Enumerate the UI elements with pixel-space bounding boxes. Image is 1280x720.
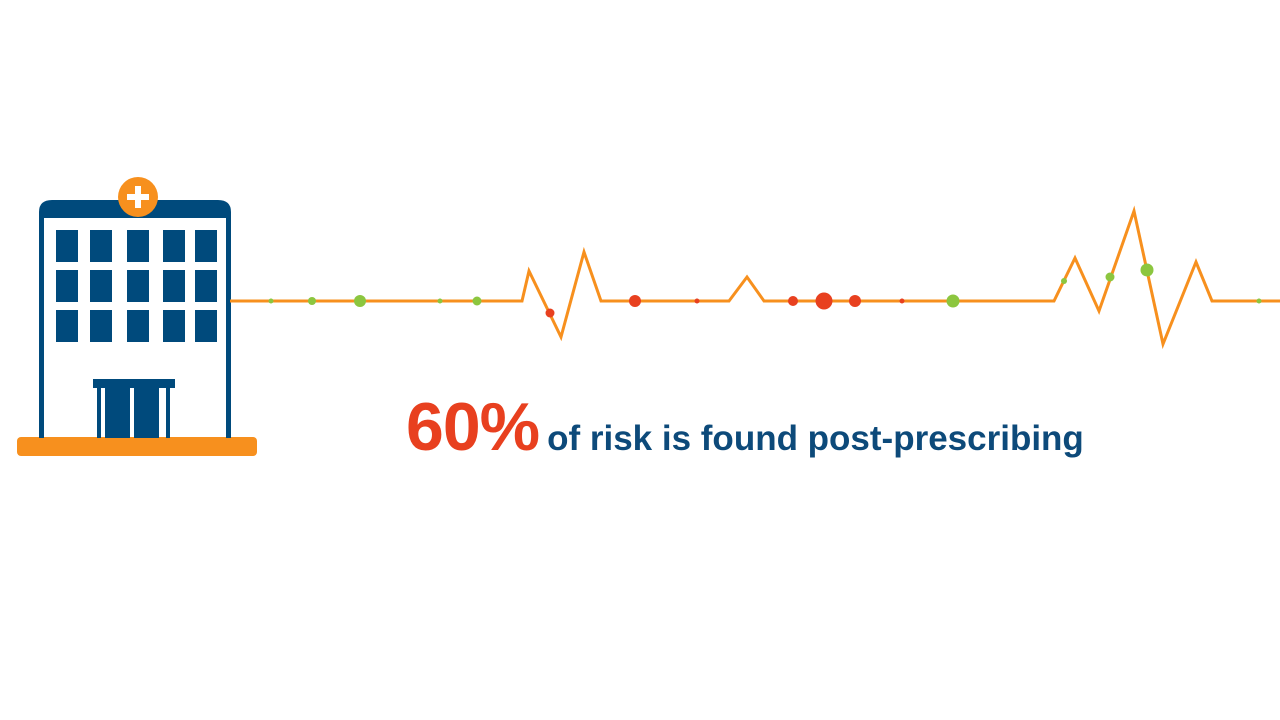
building-base [17,437,257,456]
door-right [134,388,159,438]
window [163,270,185,302]
risk-dot-green [1061,278,1067,284]
window [90,270,112,302]
window [90,230,112,262]
window [195,310,217,342]
door-left [105,388,130,438]
risk-dot-green [354,295,366,307]
door-post [166,388,170,438]
risk-dot-red [899,298,905,304]
headline: 60% of risk is found post-prescribing [406,388,1084,466]
window [127,310,149,342]
risk-dot-red [788,296,798,306]
window [127,230,149,262]
heartbeat-line [230,205,1280,350]
hospital-building-icon [17,177,257,456]
risk-dot-green [268,298,274,304]
risk-dot-red [815,292,833,310]
window [56,270,78,302]
window [195,270,217,302]
window [56,310,78,342]
risk-dot-red [629,295,641,307]
headline-text: of risk is found post-prescribing [547,419,1084,458]
window [163,310,185,342]
risk-dots [268,263,1262,318]
risk-dot-green [437,298,443,304]
door-post [97,388,101,438]
window [195,230,217,262]
window [163,230,185,262]
building-windows [56,230,217,342]
door-canopy [93,379,175,388]
risk-dot-red [545,308,555,318]
risk-dot-green [1256,298,1262,304]
risk-dot-red [849,295,861,307]
risk-dot-green [1140,263,1154,277]
window [56,230,78,262]
risk-dot-green [1105,272,1115,282]
window [90,310,112,342]
risk-dot-green [946,294,960,308]
risk-dot-red [694,298,700,304]
headline-percent: 60% [406,389,540,465]
window [127,270,149,302]
risk-dot-green [308,297,316,305]
medical-cross-icon [118,177,158,217]
risk-dot-green [472,296,482,306]
